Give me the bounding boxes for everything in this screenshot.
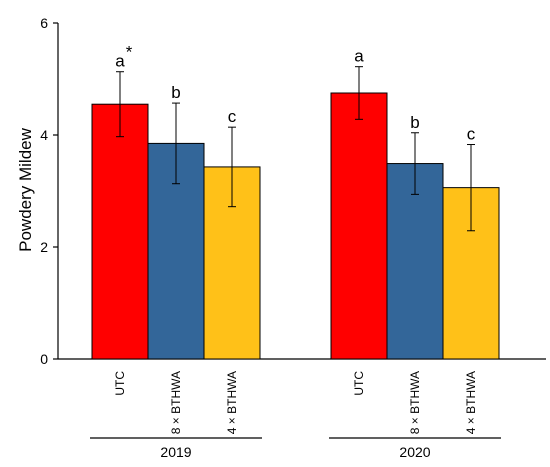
significance-letter: c [467,125,476,144]
y-tick-label: 2 [40,239,48,255]
category-label: UTC [352,371,366,396]
significance-letter: a [354,47,364,66]
category-label: 4 × BTHWA [464,371,478,434]
group-label: 2020 [399,444,430,460]
category-label: UTC [113,371,127,396]
category-label: 8 × BTHWA [408,371,422,434]
y-axis-title: Powdery Mildew [16,127,35,251]
category-label: 8 × BTHWA [169,371,183,434]
group-label: 2019 [160,444,191,460]
bar [330,92,388,360]
significance-letter: a [115,52,125,71]
bar [91,103,149,360]
significance-marker: * [126,43,133,62]
category-label: 4 × BTHWA [225,371,239,434]
y-tick-label: 6 [40,15,48,31]
y-tick-label: 4 [40,127,48,143]
significance-letter: b [410,113,419,132]
significance-letter: b [171,83,180,102]
significance-letter: c [228,107,237,126]
bar [386,163,444,360]
y-tick-label: 0 [40,351,48,367]
